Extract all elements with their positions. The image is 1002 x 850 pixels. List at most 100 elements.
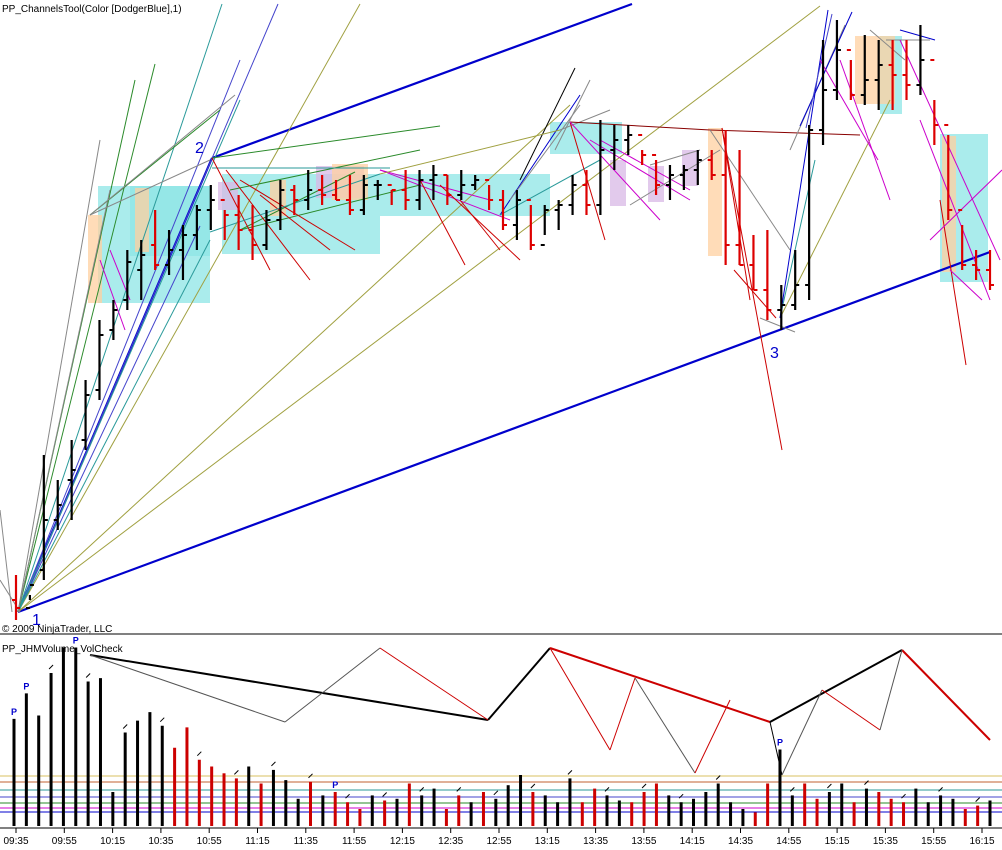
- channel-line-29: [259, 194, 331, 251]
- price-bar-46: [652, 154, 661, 195]
- volume-bar-9: [122, 724, 128, 826]
- volume-bar-1: P: [23, 681, 29, 826]
- price-bar-26: [373, 180, 382, 200]
- channel-line-24: [239, 184, 421, 231]
- channel-box-9: [708, 128, 722, 256]
- price-bar-29: [415, 170, 424, 210]
- volume-bar-0: P: [11, 707, 17, 826]
- price-bar-16: [234, 195, 243, 250]
- time-tick-label: 10:15: [100, 836, 125, 847]
- wave-label-3: 3: [770, 345, 779, 362]
- time-tick-label: 12:15: [390, 836, 415, 847]
- volume-bar-39: [493, 790, 499, 826]
- channel-line-46: [589, 139, 691, 201]
- channel-line-69: [899, 29, 936, 41]
- channel-line-6: [17, 3, 223, 613]
- time-tick-label: 12:35: [438, 836, 463, 847]
- channel-line-40: [519, 67, 576, 181]
- price-bar-66: [930, 59, 939, 145]
- channel-line-27: [225, 169, 311, 281]
- time-tick-label: 16:15: [969, 836, 994, 847]
- channel-line-11: [17, 239, 211, 613]
- price-bar-21: [304, 170, 313, 210]
- channel-line-10: [17, 5, 821, 613]
- channel-line-55: [779, 99, 891, 319]
- volume-bar-66: [827, 783, 832, 826]
- channel-box-16: [135, 188, 149, 252]
- time-tick-7: 11:55: [342, 828, 367, 847]
- price-bar-18: [262, 210, 271, 250]
- svg-text:P: P: [73, 636, 79, 646]
- price-bar-10: [151, 210, 160, 270]
- price-bar-24: [345, 175, 354, 215]
- price-bar-49: [693, 150, 702, 185]
- time-tick-label: 14:35: [728, 836, 753, 847]
- time-tick-11: 13:15: [535, 828, 560, 847]
- volume-bar-6: [85, 673, 91, 826]
- price-bar-25: [359, 175, 368, 215]
- price-bar-23: [332, 180, 341, 201]
- copyright-label: © 2009 NinjaTrader, LLC: [2, 624, 112, 635]
- price-bar-50: [707, 150, 716, 180]
- wave-label-1: 1: [32, 612, 41, 629]
- channel-line-21: [211, 125, 441, 159]
- price-bar-34: [485, 179, 494, 210]
- price-bar-56: [791, 250, 800, 310]
- price-bar-43: [610, 125, 619, 170]
- channel-box-11: [610, 160, 626, 206]
- price-bar-0: [12, 575, 20, 620]
- zigzag-segment-14: [821, 689, 881, 731]
- time-tick-label: 09:55: [52, 836, 77, 847]
- channel-line-60: [805, 13, 833, 129]
- volume-bar-42: [530, 783, 536, 826]
- price-bar-44: [624, 125, 633, 155]
- channel-line-7: [17, 3, 361, 613]
- channel-line-57: [779, 9, 829, 319]
- channel-line-15: [17, 189, 111, 613]
- volume-bar-54: [678, 793, 684, 826]
- zigzag-segment-5: [89, 654, 286, 723]
- price-bar-68: [958, 209, 967, 270]
- price-bar-61: [860, 35, 869, 105]
- volume-bar-45: [567, 770, 573, 826]
- channel-line-66: [939, 199, 967, 366]
- channel-line-32: [379, 169, 491, 201]
- price-bar-48: [679, 165, 688, 190]
- volume-bar-15: [196, 751, 202, 826]
- channel-box-8: [855, 36, 895, 104]
- channel-line-52: [721, 127, 783, 451]
- price-bar-51: [721, 130, 730, 265]
- volume-bar-18: [234, 770, 239, 826]
- channel-line-68: [929, 169, 1002, 241]
- volume-bar-57: [715, 775, 721, 826]
- price-bar-62: [874, 40, 883, 110]
- volume-bar-72: [901, 793, 906, 826]
- channel-line-20: [89, 159, 211, 216]
- time-tick-label: 11:15: [245, 836, 270, 847]
- price-bar-15: [220, 199, 229, 240]
- channel-line-45: [569, 121, 661, 221]
- price-bar-27: [387, 184, 396, 205]
- time-tick-label: 15:15: [825, 836, 850, 847]
- price-bar-30: [429, 165, 438, 200]
- channel-line-70: [869, 29, 906, 61]
- time-tick-5: 11:15: [245, 828, 270, 847]
- time-tick-9: 12:35: [438, 828, 464, 847]
- price-bar-53: [749, 235, 758, 291]
- time-tick-14: 14:15: [680, 828, 705, 847]
- price-bar-69: [972, 250, 981, 280]
- channel-line-39: [509, 104, 581, 201]
- channel-line-49: [649, 149, 701, 166]
- time-tick-label: 10:35: [148, 836, 173, 847]
- channel-line-59: [799, 11, 853, 127]
- price-bar-5: [81, 380, 90, 450]
- price-bar-41: [582, 170, 591, 215]
- time-tick-2: 10:15: [100, 828, 126, 847]
- time-tick-6: 11:35: [294, 828, 318, 847]
- volume-zigzag: [89, 647, 991, 776]
- volume-bars: P P P P P: [11, 636, 992, 826]
- price-bars: [12, 20, 994, 620]
- channel-line-33: [379, 169, 511, 221]
- price-bar-13: [192, 205, 201, 250]
